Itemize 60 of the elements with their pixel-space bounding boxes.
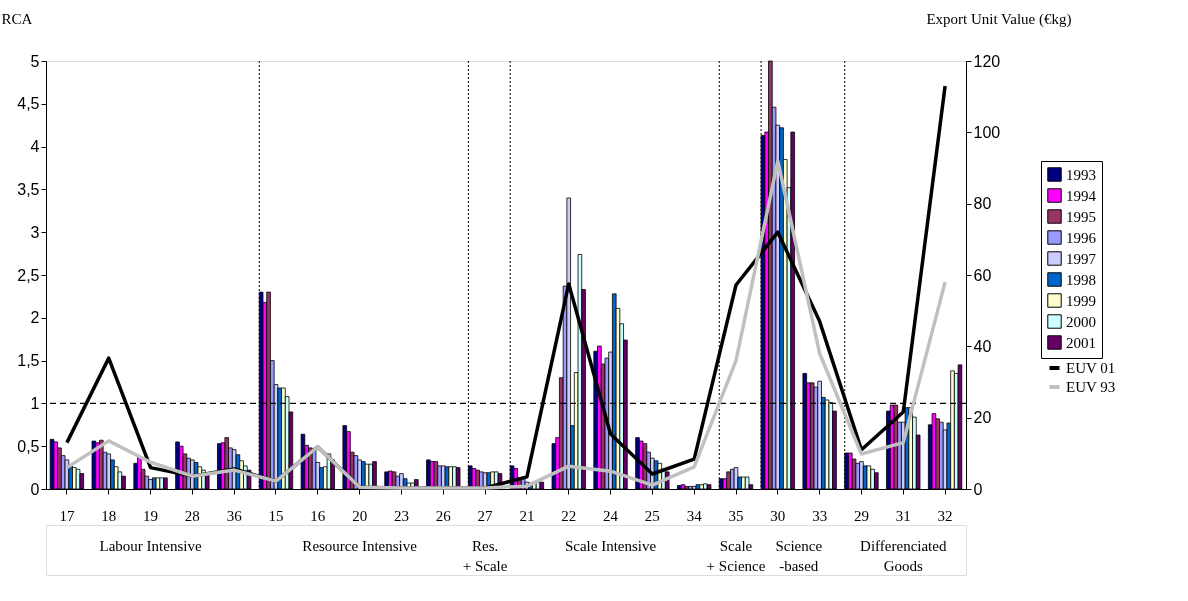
- y-axis-title: RCA: [1, 10, 33, 27]
- y-tick-label: 2: [30, 309, 40, 327]
- x-tick-label: 24: [603, 507, 619, 524]
- legend-label: 1999: [1066, 292, 1096, 309]
- text: Resource Intensive: [302, 538, 418, 554]
- legend-label: 1996: [1066, 229, 1097, 246]
- x-tick-label: 16: [310, 507, 326, 524]
- y-tick-label: 5: [30, 52, 40, 70]
- text: Labour Intensive: [99, 538, 202, 554]
- x-tick-label: 20: [352, 507, 368, 524]
- x-tick-label: 35: [728, 507, 744, 524]
- x-tick-label: 18: [101, 507, 117, 524]
- y2-tick-label: 120: [973, 52, 1001, 70]
- x-tick-label: 34: [686, 507, 703, 524]
- legend-label: 1994: [1066, 187, 1097, 204]
- y-tick-label: 2,5: [17, 266, 40, 284]
- x-tick-label: 17: [59, 507, 75, 524]
- y-tick-label: 3: [30, 223, 40, 241]
- y-tick-label: 4: [30, 138, 40, 156]
- legend-label: 1993: [1066, 166, 1096, 183]
- y2-tick-label: 0: [973, 480, 983, 498]
- x-tick-label: 27: [477, 507, 494, 524]
- y-tick-label: 1,5: [17, 352, 40, 370]
- x-tick-label: 28: [184, 507, 200, 524]
- legend-label: EUV 01: [1066, 360, 1116, 376]
- legend-label: 1998: [1066, 271, 1096, 288]
- y2-tick-label: 20: [973, 409, 992, 427]
- text: Scale Intensive: [564, 538, 657, 554]
- y-tick-label: 0,5: [17, 437, 40, 455]
- legend-label: 1997: [1066, 250, 1097, 267]
- x-tick-label: 31: [895, 507, 911, 524]
- x-tick-label: 30: [770, 507, 786, 524]
- y-tick-label: 3,5: [17, 180, 40, 198]
- x-tick-label: 26: [435, 507, 452, 524]
- x-tick-label: 33: [812, 507, 828, 524]
- legend-label: EUV 93: [1066, 379, 1116, 395]
- legend-label: 2000: [1066, 313, 1096, 330]
- x-tick-label: 23: [393, 507, 409, 524]
- y2-axis-title: Export Unit Value (€kg): [926, 10, 1072, 28]
- x-tick-label: 36: [226, 507, 243, 524]
- x-tick-label: 15: [268, 507, 284, 524]
- x-tick-label: 29: [853, 507, 869, 524]
- legend-label: 1995: [1066, 208, 1096, 225]
- text: Science -based: [775, 538, 823, 574]
- y2-tick-label: 80: [973, 195, 992, 213]
- y-tick-label: 1: [30, 394, 40, 412]
- y-tick-label: 4,5: [17, 95, 40, 113]
- y2-tick-label: 40: [973, 337, 992, 355]
- x-tick-label: 32: [937, 507, 953, 524]
- x-tick-label: 22: [561, 507, 577, 524]
- text: Res. + Scale: [462, 538, 508, 574]
- x-tick-label: 25: [644, 507, 660, 524]
- text: Differenciated Goods: [860, 538, 947, 574]
- y2-tick-label: 60: [973, 266, 992, 284]
- x-tick-label: 21: [519, 507, 535, 524]
- x-tick-label: 19: [143, 507, 159, 524]
- y-tick-label: 0: [30, 480, 40, 498]
- legend-label: 2001: [1066, 334, 1096, 351]
- text: Scale + Science: [706, 538, 766, 574]
- y2-tick-label: 100: [973, 123, 1001, 141]
